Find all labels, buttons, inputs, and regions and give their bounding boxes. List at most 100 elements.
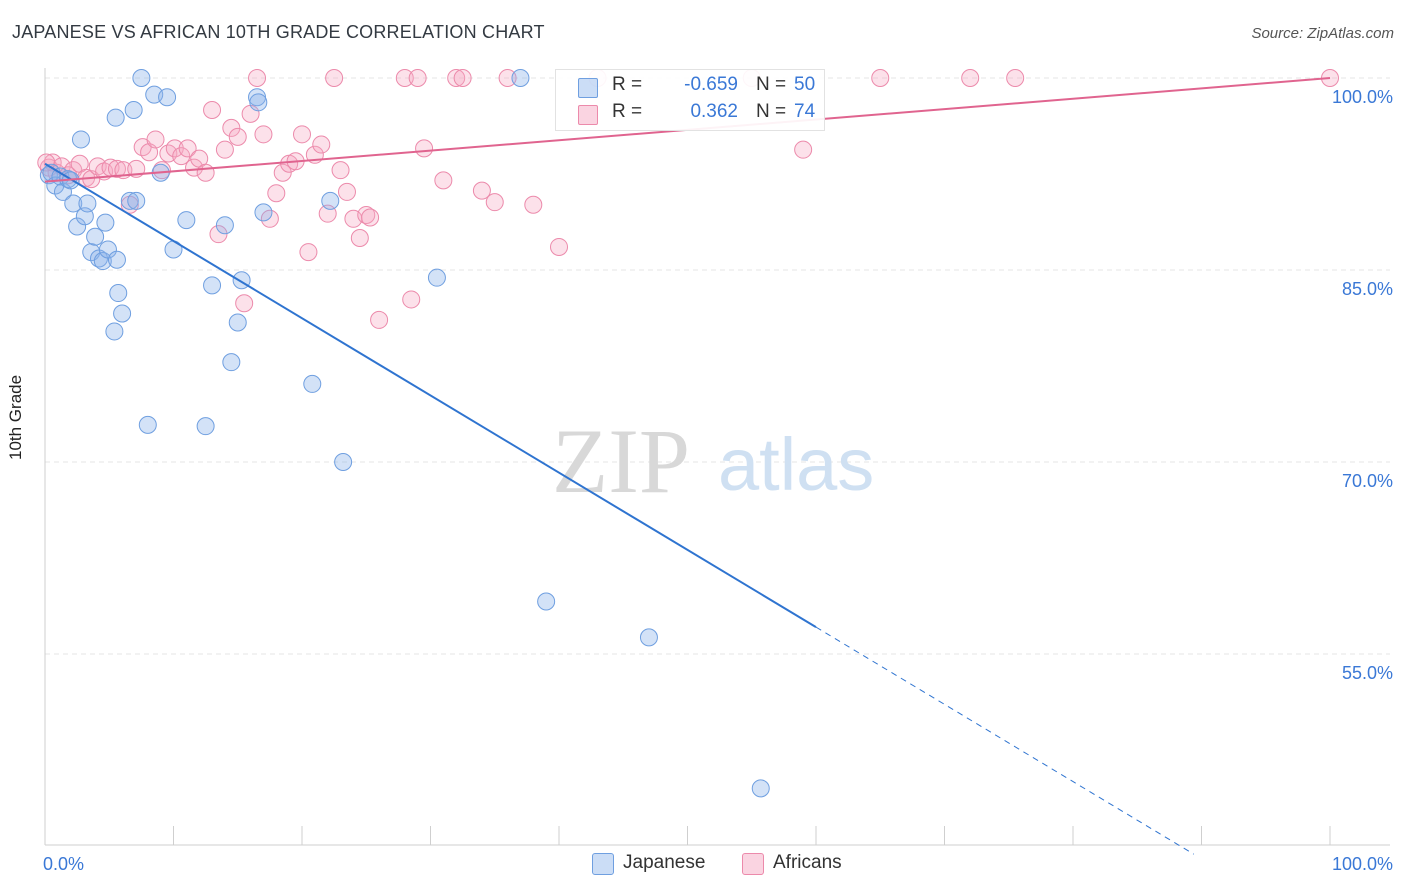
japanese-point bbox=[537, 592, 556, 611]
japanese-point bbox=[196, 417, 215, 436]
africans-point bbox=[961, 69, 980, 87]
x-tick-label: 100.0% bbox=[1332, 854, 1393, 874]
africans-point bbox=[222, 118, 241, 137]
africans-point bbox=[350, 229, 369, 247]
japanese-point bbox=[96, 213, 115, 232]
africans-point bbox=[248, 69, 267, 87]
japanese-point bbox=[751, 779, 770, 798]
chart-title: JAPANESE VS AFRICAN 10TH GRADE CORRELATI… bbox=[12, 22, 545, 42]
japanese-point bbox=[321, 191, 340, 210]
africans-point bbox=[172, 147, 191, 166]
japanese-point bbox=[71, 130, 90, 149]
africans-point bbox=[185, 158, 204, 177]
africans-point bbox=[415, 139, 434, 158]
r-value: 0.362 bbox=[690, 101, 738, 122]
africans-point bbox=[331, 161, 350, 180]
africans-point bbox=[794, 140, 813, 159]
africans-point bbox=[370, 310, 389, 329]
africans-point bbox=[498, 69, 517, 87]
japanese-point bbox=[107, 250, 126, 269]
japanese-point bbox=[127, 191, 146, 210]
africans-point bbox=[146, 130, 165, 149]
japanese-point bbox=[105, 322, 124, 341]
africans-legend-label: Africans bbox=[773, 852, 842, 873]
y-tick-label: 55.0% bbox=[1342, 663, 1393, 683]
japanese-point bbox=[158, 88, 177, 107]
japanese-point bbox=[639, 628, 658, 647]
japanese-point bbox=[113, 304, 132, 323]
japanese-point bbox=[86, 227, 105, 246]
africans-point bbox=[254, 125, 273, 144]
africans-point bbox=[485, 193, 504, 212]
japanese-point bbox=[254, 203, 273, 222]
y-tick-label: 70.0% bbox=[1342, 471, 1393, 491]
africans-point bbox=[215, 140, 234, 159]
africans-point bbox=[273, 163, 292, 182]
africans-point bbox=[312, 135, 331, 154]
africans-points bbox=[37, 69, 1339, 329]
japanese-point bbox=[78, 194, 97, 213]
japanese-point bbox=[138, 415, 157, 434]
africans-point bbox=[107, 159, 126, 178]
africans-point bbox=[361, 208, 380, 227]
japanese-point bbox=[124, 101, 143, 119]
africans-point bbox=[524, 195, 543, 214]
x-tick-label: 0.0% bbox=[43, 854, 84, 874]
africans-point bbox=[337, 182, 356, 201]
japanese-legend-swatch bbox=[592, 853, 614, 875]
japanese-point bbox=[249, 93, 268, 112]
africans-point bbox=[871, 69, 890, 87]
japanese-point bbox=[109, 284, 128, 303]
japanese-point bbox=[68, 217, 87, 236]
africans-point bbox=[550, 237, 568, 256]
japanese-point bbox=[120, 191, 139, 210]
africans-point bbox=[260, 209, 279, 228]
stats-legend: R = -0.659 N = 50 R = 0.362 N = 74 bbox=[555, 69, 825, 131]
japanese-point bbox=[64, 194, 83, 213]
africans-point bbox=[402, 290, 421, 309]
japanese-trend-line bbox=[44, 162, 817, 628]
n-value: 50 bbox=[794, 74, 816, 95]
tick-labels: 55.0% 70.0% 85.0% 100.0% 0.0% 100.0% bbox=[43, 87, 1393, 874]
japanese-trend-extension bbox=[815, 626, 1195, 855]
africans-point bbox=[235, 294, 254, 313]
africans-point bbox=[165, 139, 184, 158]
y-tick-label: 85.0% bbox=[1342, 279, 1393, 299]
japanese-point bbox=[511, 69, 530, 87]
r-label: R = bbox=[612, 101, 643, 122]
africans-point bbox=[203, 101, 222, 119]
axes bbox=[44, 68, 1390, 846]
japanese-point bbox=[98, 240, 117, 259]
africans-point bbox=[196, 163, 215, 182]
japanese-point bbox=[222, 353, 241, 372]
r-label: R = bbox=[612, 74, 643, 95]
africans-point bbox=[209, 225, 228, 244]
r-value: -0.659 bbox=[684, 74, 738, 95]
japanese-point bbox=[303, 374, 322, 393]
japanese-point bbox=[203, 276, 222, 295]
africans-point bbox=[228, 127, 247, 146]
n-value: 74 bbox=[794, 101, 816, 122]
africans-point bbox=[408, 69, 427, 87]
africans-point bbox=[267, 184, 286, 203]
japanese-legend-label: Japanese bbox=[623, 852, 706, 873]
japanese-point bbox=[132, 69, 151, 87]
japanese-point bbox=[106, 108, 125, 127]
source-label: Source: ZipAtlas.com bbox=[1251, 25, 1394, 42]
africans-point bbox=[447, 69, 466, 87]
n-label: N = bbox=[756, 101, 787, 122]
grid-lines bbox=[45, 77, 1390, 655]
japanese-swatch bbox=[578, 78, 598, 98]
africans-point bbox=[395, 69, 414, 87]
japanese-point bbox=[334, 453, 353, 471]
n-label: N = bbox=[756, 74, 787, 95]
africans-legend-swatch bbox=[742, 853, 764, 875]
japanese-point bbox=[427, 268, 446, 287]
japanese-point bbox=[215, 216, 234, 235]
japanese-point bbox=[177, 211, 196, 230]
africans-point bbox=[178, 139, 197, 158]
japanese-points bbox=[39, 69, 770, 798]
watermark-atlas: atlas bbox=[718, 423, 874, 506]
africans-point bbox=[434, 171, 453, 190]
